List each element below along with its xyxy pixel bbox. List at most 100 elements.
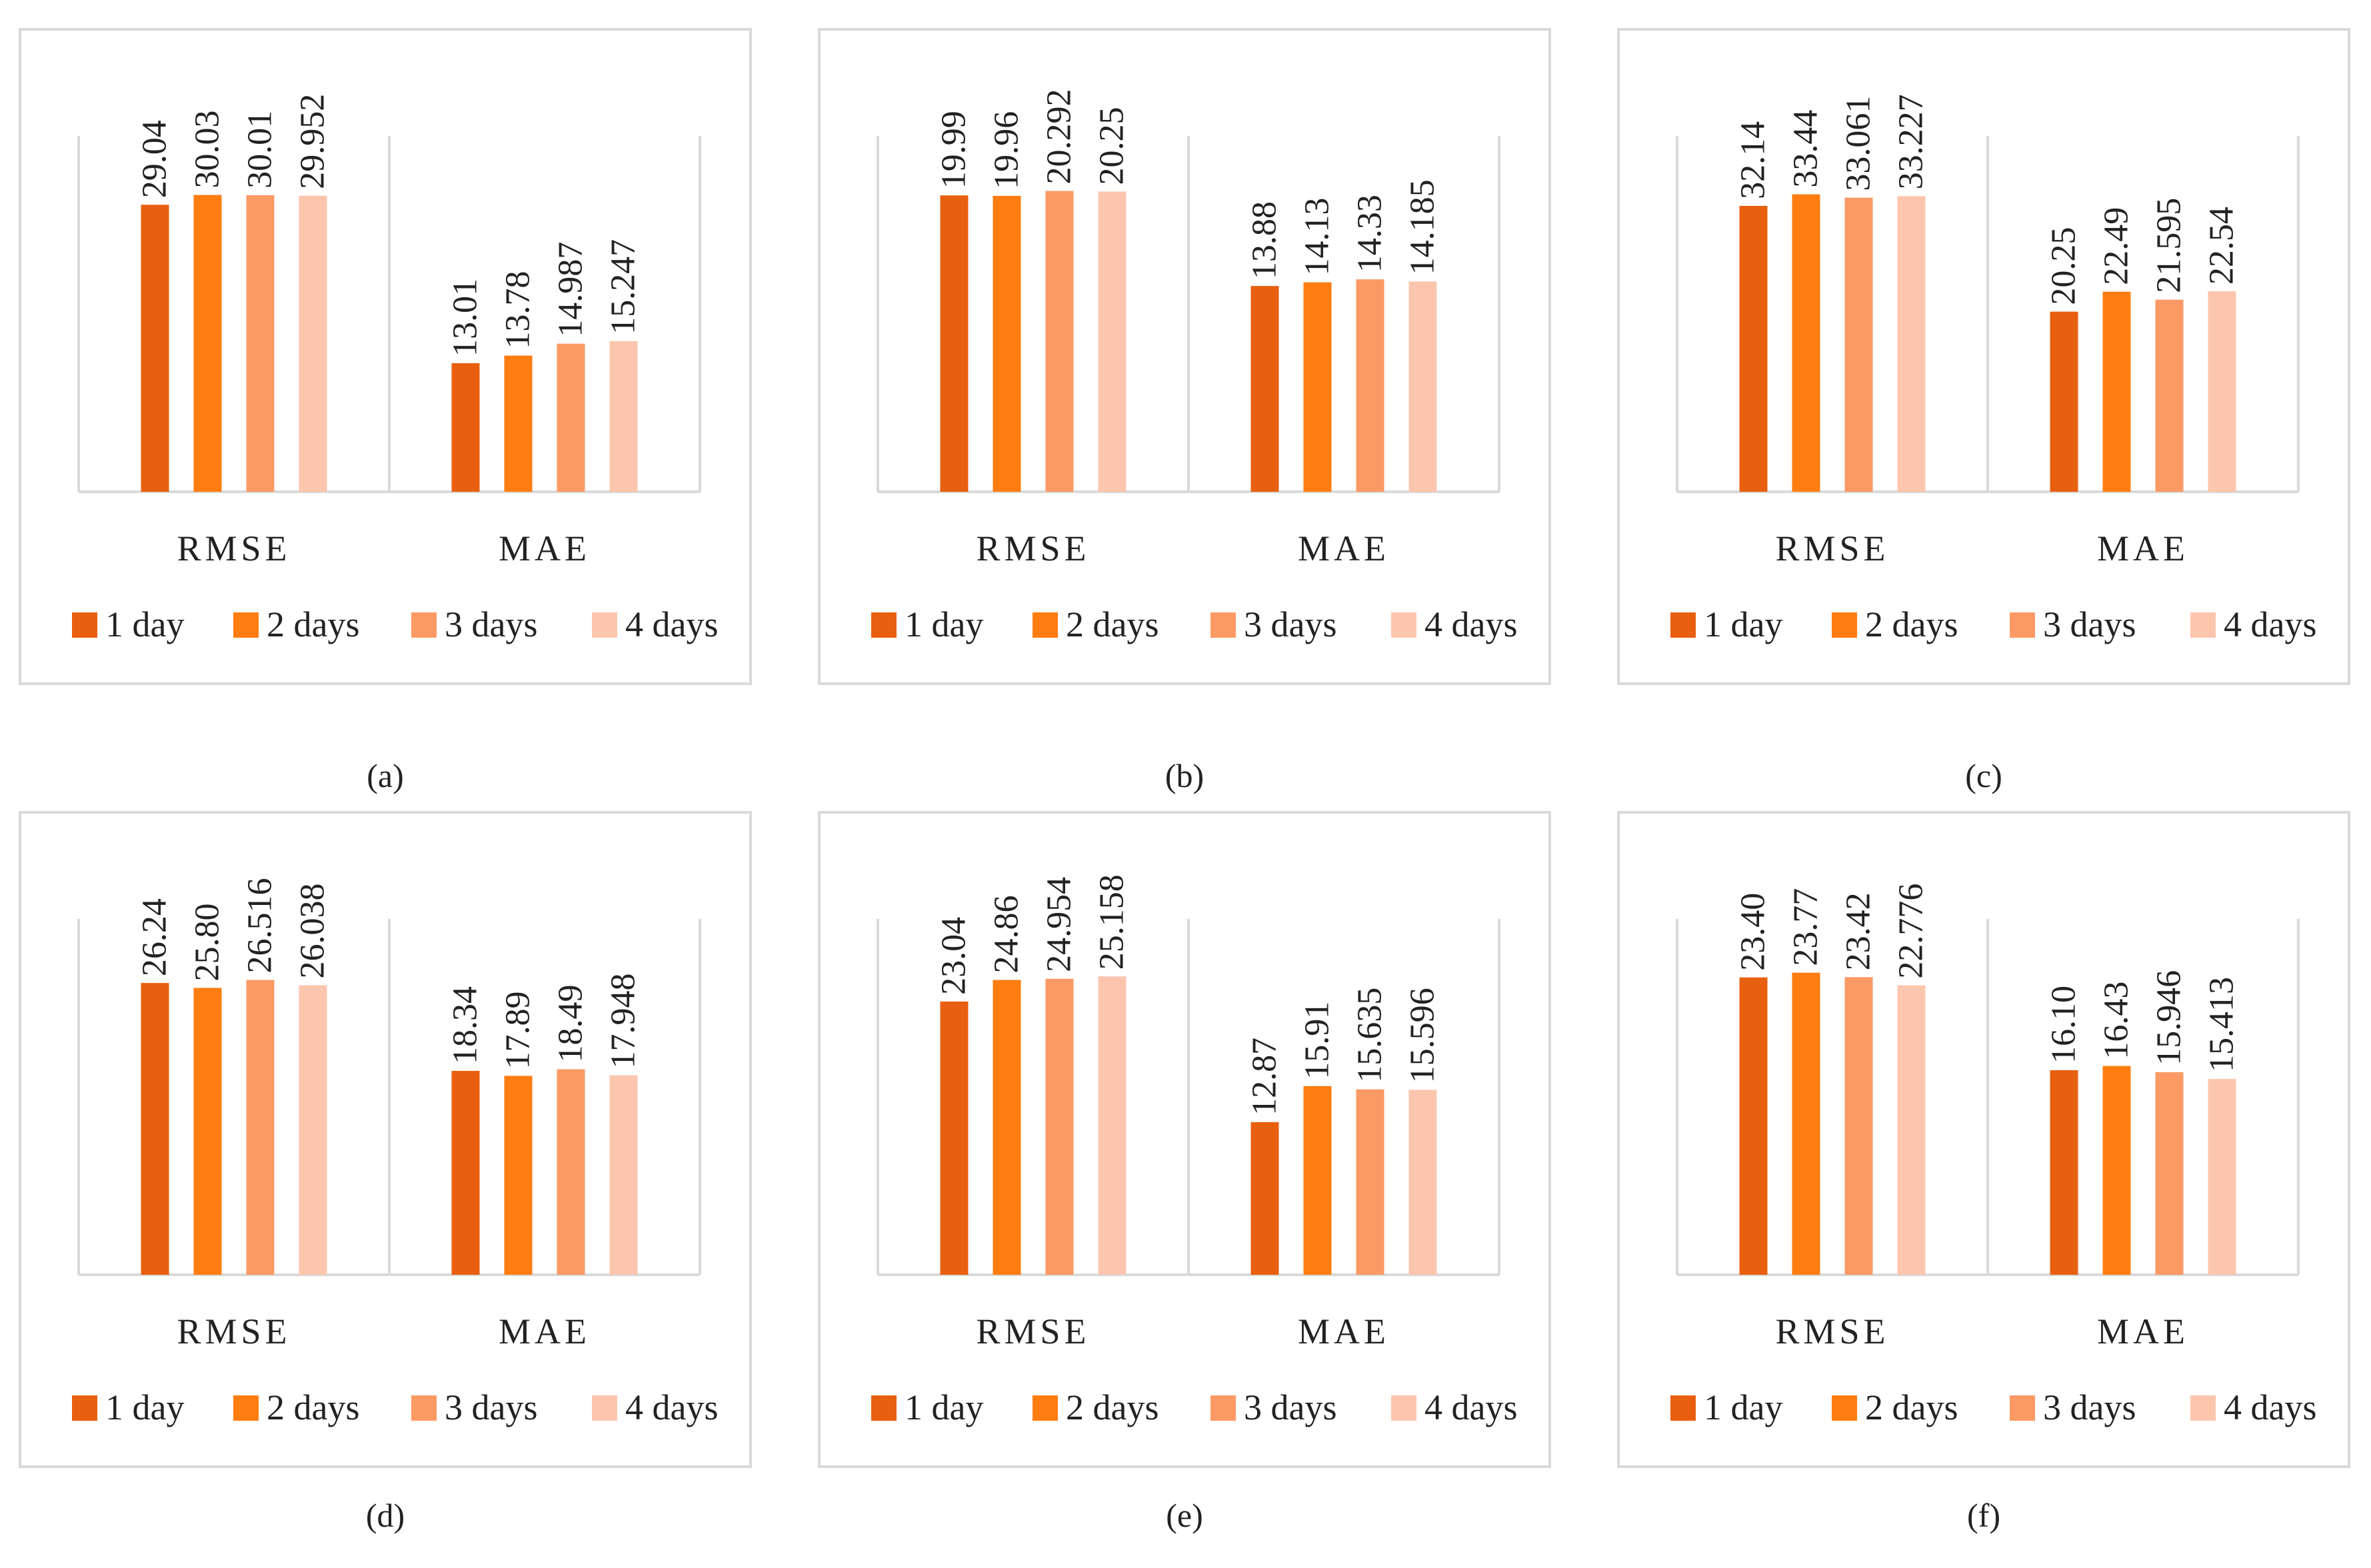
bar-mae-1-day [1250,286,1279,492]
bar-chart: 23.40 23.77 23.42 22.776 RMSE 16.10 16.43 15.94… [1670,884,2316,1427]
data-label: 22.49 [2098,207,2136,285]
bar-rmse-3-days [246,980,275,1275]
legend-swatch [1670,612,1696,638]
bar-mae-2-days [2102,291,2131,492]
data-label: 33.44 [1787,110,1825,188]
data-label: 29.04 [136,120,174,198]
legend-label: 1 day [905,604,983,644]
data-label: 32.14 [1734,121,1772,199]
data-label: 21.595 [2150,198,2188,293]
legend-label: 1 day [105,1387,184,1427]
data-label: 33.227 [1892,94,1930,189]
chart-panel-a: 29.04 30.03 30.01 29.952 RMSE 13.01 13.78 14.98… [19,28,752,685]
bar-mae-2-days [1303,1086,1332,1275]
chart-panel-d: 26.24 25.80 26.516 26.038 RMSE 18.34 17.89 18.4… [19,811,752,1468]
data-label: 24.954 [1041,877,1079,972]
bar-mae-4-days [2208,291,2236,492]
legend-swatch [411,1395,437,1421]
data-label: 23.42 [1840,892,1878,970]
legend-label: 3 days [2043,1387,2136,1427]
legend-label: 4 days [625,604,718,644]
bar-rmse-2-days [1792,972,1820,1275]
legend: 1 day 2 days 3 days 4 days [72,604,718,644]
bar-chart: 19.99 19.96 20.292 20.25 RMSE 13.88 14.13 14.33… [871,89,1517,644]
bar-rmse-2-days [993,980,1021,1275]
legend-swatch [871,1395,897,1421]
bar-mae-4-days [2208,1079,2236,1275]
legend-label: 1 day [1704,604,1782,644]
data-label: 18.49 [552,984,590,1062]
bar-mae-4-days [609,341,638,492]
bar-mae-3-days [2155,299,2184,492]
data-label: 26.24 [136,898,174,976]
legend-swatch [411,612,437,638]
data-label: 23.77 [1787,888,1825,966]
bar-chart: 32.14 33.44 33.061 33.227 RMSE 20.25 22.49 21.5… [1670,94,2316,644]
legend: 1 day 2 days 3 days 4 days [1670,1387,2316,1427]
data-label: 12.87 [1246,1038,1284,1116]
data-label: 29.952 [294,94,332,189]
bar-rmse-3-days [1045,191,1074,492]
category-label: RMSE [976,528,1090,568]
bar-rmse-1-day [1739,977,1768,1275]
legend-swatch [72,1395,97,1421]
legend-swatch [1033,612,1058,638]
legend-label: 1 day [905,1387,983,1427]
legend-label: 4 days [2224,1387,2316,1427]
data-label: 16.10 [2045,986,2083,1064]
bar-mae-3-days [1356,279,1384,492]
category-label: RMSE [177,1311,291,1351]
bar-rmse-2-days [193,988,222,1275]
data-label: 19.96 [988,111,1026,189]
bar-mae-3-days [557,343,585,492]
bar-rmse-2-days [193,195,222,492]
legend-swatch [1670,1395,1696,1421]
legend-label: 4 days [1424,1387,1517,1427]
chart-panel-c: 32.14 33.44 33.061 33.227 RMSE 20.25 22.49 21.5… [1617,28,2350,685]
panel-caption-b: (b) [1165,757,1204,794]
legend-swatch [1832,612,1857,638]
bar-rmse-1-day [940,1001,969,1275]
legend-swatch [592,612,617,638]
panel-caption-d: (d) [365,1497,405,1534]
data-label: 30.03 [189,111,227,189]
bar-rmse-1-day [141,205,169,492]
bar-mae-3-days [557,1069,585,1275]
bar-mae-1-day [2050,311,2078,492]
data-label: 14.185 [1404,179,1442,275]
legend-label: 3 days [445,604,537,644]
data-label: 33.061 [1840,96,1878,191]
data-label: 17.948 [605,973,643,1068]
data-label: 14.33 [1351,195,1389,273]
bar-rmse-4-days [1897,196,1926,492]
legend-label: 2 days [267,1387,359,1427]
panel-caption-a: (a) [367,757,404,794]
legend: 1 day 2 days 3 days 4 days [72,1387,718,1427]
data-label: 26.516 [241,878,279,974]
legend-label: 4 days [2224,604,2316,644]
panel-caption-e: (e) [1166,1497,1203,1534]
data-label: 20.25 [2045,227,2083,305]
panel-caption-c: (c) [1965,757,2002,794]
legend-label: 1 day [1704,1387,1782,1427]
bar-mae-3-days [2155,1072,2184,1275]
legend-swatch [1391,612,1416,638]
data-label: 17.89 [499,991,537,1069]
legend-label: 4 days [1424,604,1517,644]
bar-rmse-4-days [1098,976,1127,1275]
chart-panel-e: 23.04 24.86 24.954 25.158 RMSE 12.87 15.91 15.6… [818,811,1551,1468]
data-label: 19.99 [935,111,973,189]
bar-rmse-1-day [1739,205,1768,492]
legend-label: 4 days [625,1387,718,1427]
legend-label: 2 days [1066,604,1159,644]
data-label: 30.01 [241,111,279,189]
data-label: 23.04 [935,917,973,995]
bar-mae-2-days [504,355,533,492]
data-label: 20.25 [1093,107,1131,185]
data-label: 22.776 [1892,884,1930,979]
bar-rmse-1-day [940,195,969,492]
data-label: 13.88 [1246,201,1284,279]
bar-mae-1-day [451,1070,480,1275]
legend-label: 1 day [105,604,184,644]
bar-mae-4-days [1408,1090,1437,1275]
